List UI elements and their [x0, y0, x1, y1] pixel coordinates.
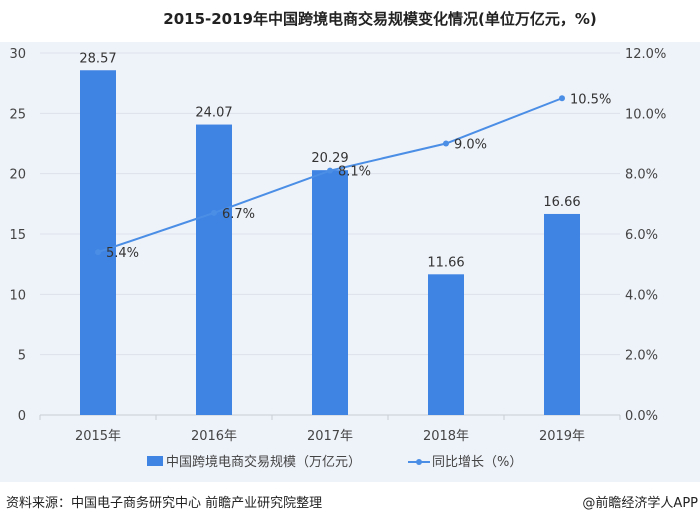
- legend-bar-swatch: [147, 456, 163, 466]
- chart-panel: [0, 42, 700, 482]
- chart-title: 2015-2019年中国跨境电商交易规模变化情况(单位万亿元，%): [163, 10, 597, 28]
- bar-value-label: 24.07: [195, 106, 232, 121]
- left-tick-label: 15: [9, 228, 26, 243]
- growth-label: 5.4%: [106, 246, 139, 261]
- bar-value-label: 16.66: [543, 195, 580, 210]
- legend-line-label: 同比增长（%）: [432, 455, 522, 470]
- left-tick-label: 5: [18, 349, 26, 364]
- bar-value-label: 28.57: [79, 51, 116, 66]
- left-tick-label: 30: [9, 47, 26, 62]
- left-tick-label: 0: [18, 409, 26, 424]
- right-tick-label: 12.0%: [625, 47, 666, 62]
- growth-point: [559, 95, 565, 102]
- bar: [544, 213, 580, 415]
- left-tick-label: 20: [9, 168, 26, 183]
- bar: [196, 124, 232, 416]
- growth-label: 8.1%: [338, 165, 371, 180]
- x-tick-label: 2016年: [191, 429, 237, 444]
- bar: [312, 170, 348, 415]
- left-tick-label: 10: [9, 288, 26, 303]
- x-tick-label: 2019年: [539, 429, 585, 444]
- growth-point: [95, 249, 101, 256]
- right-tick-label: 10.0%: [625, 107, 666, 122]
- right-tick-label: 2.0%: [625, 349, 658, 364]
- left-tick-label: 25: [9, 107, 26, 122]
- growth-point: [327, 167, 333, 174]
- right-tick-label: 8.0%: [625, 168, 658, 183]
- source-note: 资料来源：中国电子商务研究中心 前瞻产业研究院整理: [6, 496, 323, 511]
- right-tick-label: 6.0%: [625, 228, 658, 243]
- brand-credit: @前瞻经济学人APP: [582, 496, 698, 511]
- bar: [428, 274, 464, 415]
- x-tick-label: 2015年: [75, 429, 121, 444]
- growth-label: 9.0%: [454, 138, 487, 153]
- right-tick-label: 4.0%: [625, 288, 658, 303]
- legend-bar-label: 中国跨境电商交易规模（万亿元）: [166, 454, 361, 470]
- right-tick-label: 0.0%: [625, 409, 658, 424]
- bar: [80, 70, 116, 415]
- growth-label: 6.7%: [222, 207, 255, 222]
- growth-label: 10.5%: [570, 92, 611, 107]
- bar-value-label: 20.29: [311, 151, 348, 166]
- growth-point: [443, 140, 449, 147]
- x-tick-label: 2017年: [307, 429, 353, 444]
- x-tick-label: 2018年: [423, 429, 469, 444]
- bar-value-label: 11.66: [427, 255, 464, 270]
- legend-line-marker: [416, 459, 422, 465]
- growth-point: [211, 209, 217, 216]
